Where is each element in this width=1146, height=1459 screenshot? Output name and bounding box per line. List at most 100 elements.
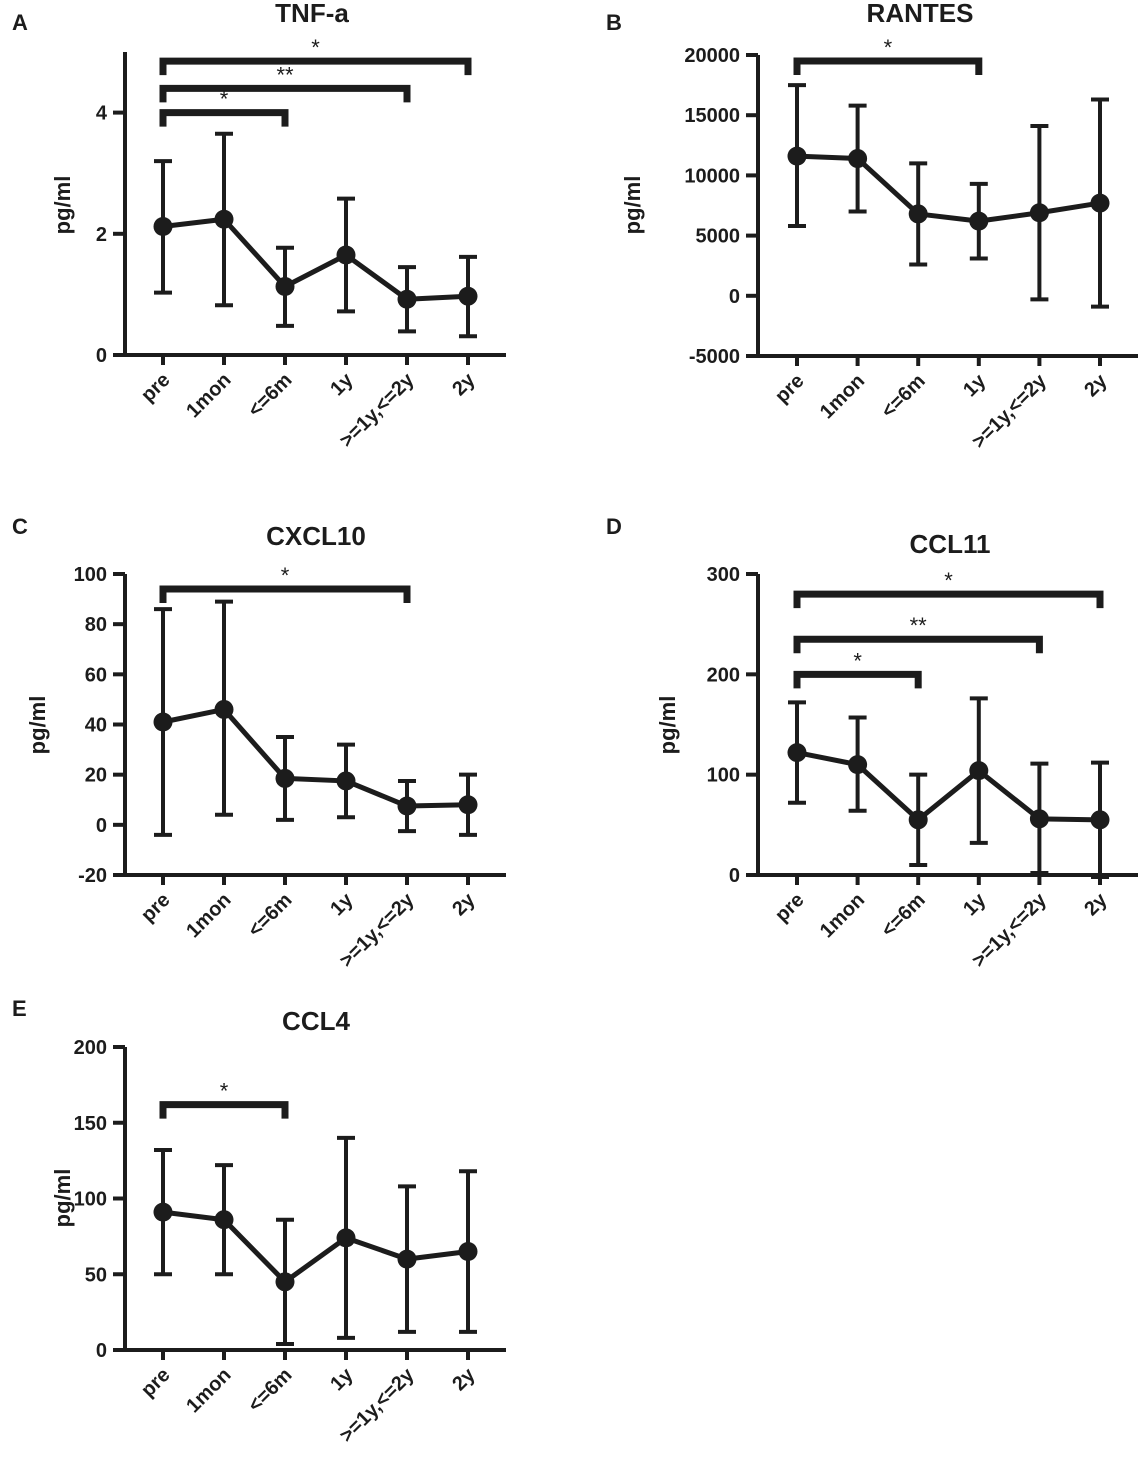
chart-panel-c: C CXCL10 pg/ml -20 0 20 40 60 80 100 pre 1mon <=6m 1y…: [12, 514, 506, 972]
chart-title: CCL4: [282, 1006, 350, 1036]
panel-letter: D: [606, 514, 622, 539]
data-point: [458, 1242, 478, 1262]
data-point: [1029, 203, 1049, 223]
x-tick-label: 1mon: [182, 1364, 235, 1417]
chart-title: CXCL10: [266, 521, 366, 551]
significance-label: *: [944, 568, 953, 593]
x-tick-label: 1y: [959, 369, 991, 401]
data-point: [848, 755, 868, 775]
significance-bracket: [159, 57, 472, 76]
x-tick-label: <=6m: [877, 370, 930, 423]
chart-title: RANTES: [867, 0, 974, 28]
x-tick-label: 2y: [448, 1363, 480, 1395]
significance-bracket: [793, 590, 1104, 609]
y-axis-label: pg/ml: [50, 1169, 75, 1228]
significance-bracket: [793, 635, 1043, 654]
significance-bracket: [793, 670, 922, 689]
data-point: [1090, 810, 1110, 830]
x-tick-label: pre: [137, 1364, 175, 1402]
x-tick-label: <=6m: [244, 1364, 297, 1417]
x-tick-label: pre: [137, 369, 175, 407]
significance-label: *: [311, 35, 320, 60]
data-point: [908, 810, 928, 830]
data-point: [153, 712, 173, 732]
data-point: [214, 1210, 234, 1230]
x-tick-label: 1mon: [182, 889, 235, 942]
y-axis-label: pg/ml: [655, 696, 680, 755]
x-tick-label: 1y: [326, 368, 358, 400]
data-point: [458, 795, 478, 815]
panel-letter: A: [12, 10, 28, 35]
x-tick-label: 2y: [448, 888, 480, 920]
series-line: [796, 750, 1101, 823]
significance-label: *: [220, 1079, 229, 1104]
x-tick-label: 1mon: [816, 889, 869, 942]
chart-panel-b: B RANTES pg/ml -5000 0 5000 10000 15000 20000 pre…: [606, 0, 1138, 453]
data-point: [458, 286, 478, 306]
y-tick-label: 200: [74, 1037, 107, 1059]
data-point: [275, 768, 295, 788]
data-point: [1090, 193, 1110, 213]
significance-label: *: [220, 87, 229, 112]
x-tick-label: 2y: [1080, 888, 1112, 920]
y-tick-label: 150: [74, 1113, 107, 1135]
y-tick-label: 40: [85, 715, 107, 737]
y-tick-label: 60: [85, 664, 107, 686]
data-point: [397, 289, 417, 309]
data-point: [275, 1272, 295, 1292]
y-tick-label: 5000: [696, 226, 741, 248]
x-tick-label: <=6m: [244, 889, 297, 942]
significance-label: **: [276, 62, 294, 87]
y-tick-label: 0: [729, 865, 740, 887]
y-tick-label: 80: [85, 614, 107, 636]
x-tick-label: 2y: [1080, 369, 1112, 401]
series-line: [162, 1209, 469, 1285]
y-tick-label: 200: [707, 664, 740, 686]
significance-label: *: [884, 35, 893, 60]
significance-label: **: [910, 613, 928, 638]
significance-label: *: [853, 648, 862, 673]
x-tick-label: <=6m: [244, 369, 297, 422]
y-axis-label: pg/ml: [50, 176, 75, 235]
y-axis-label: pg/ml: [620, 176, 645, 235]
data-point: [969, 761, 989, 781]
series-line: [162, 216, 469, 302]
data-point: [336, 771, 356, 791]
chart-title: TNF-a: [275, 0, 349, 28]
y-tick-label: 100: [707, 765, 740, 787]
significance-bracket: [159, 109, 289, 127]
x-tick-label: 1mon: [182, 369, 235, 422]
y-tick-label: 4: [96, 103, 108, 125]
data-point: [336, 1228, 356, 1248]
data-point: [275, 277, 295, 297]
data-point: [908, 204, 928, 224]
data-point: [787, 743, 807, 763]
x-tick-label: <=6m: [877, 889, 930, 942]
y-tick-label: 50: [85, 1264, 107, 1286]
x-tick-label: pre: [771, 889, 809, 927]
data-point: [214, 209, 234, 229]
x-tick-label: pre: [771, 370, 809, 408]
x-tick-label: 1y: [326, 1363, 358, 1395]
data-point: [848, 149, 868, 169]
series-line: [162, 706, 469, 809]
y-tick-label: 20: [85, 765, 107, 787]
y-tick-label: 100: [74, 564, 107, 586]
data-point: [336, 245, 356, 265]
significance-bracket: [159, 585, 411, 604]
significance-bracket: [793, 57, 983, 76]
significance-bracket: [159, 84, 411, 103]
y-tick-label: 10000: [684, 165, 740, 187]
y-tick-label: 300: [707, 564, 740, 586]
data-point: [787, 146, 807, 166]
x-tick-label: pre: [137, 889, 175, 927]
data-point: [969, 211, 989, 231]
x-tick-label: 2y: [448, 368, 480, 400]
x-tick-label: 1y: [326, 888, 358, 920]
y-tick-label: 0: [96, 815, 107, 837]
panel-letter: E: [12, 996, 27, 1021]
